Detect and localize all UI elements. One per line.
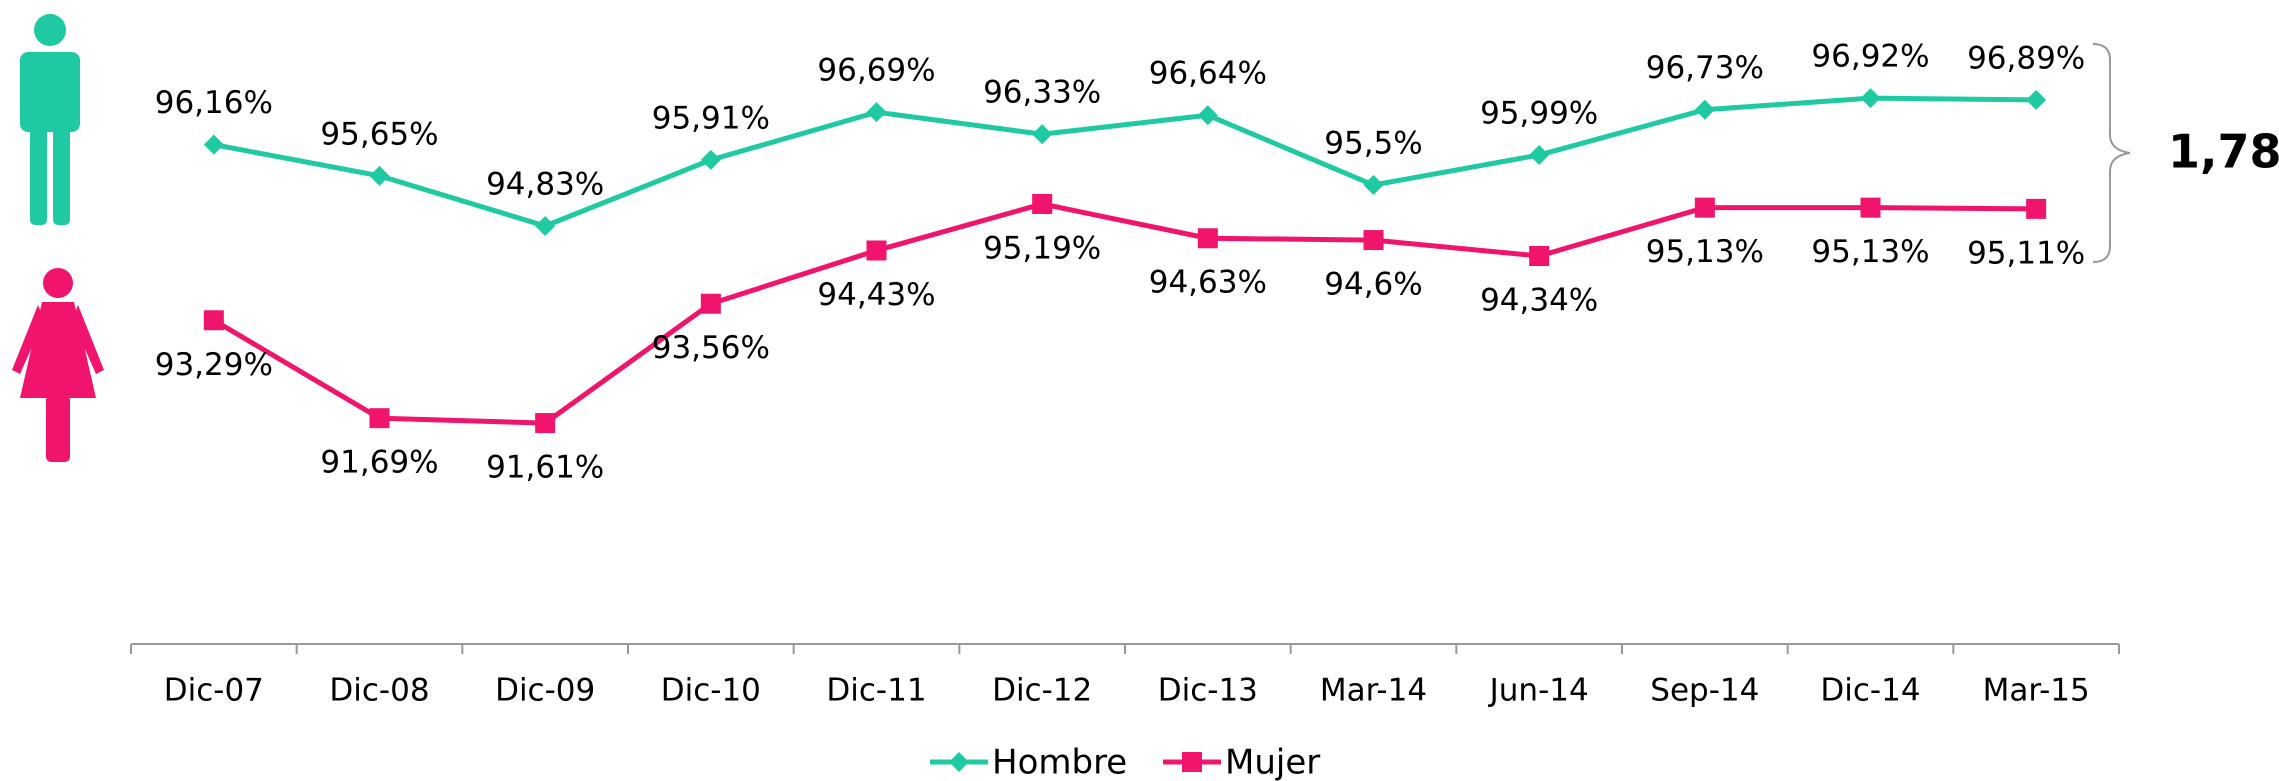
x-tick-label: Dic-09	[495, 673, 595, 709]
data-label: 94,34%	[1480, 282, 1598, 318]
data-point	[203, 310, 224, 331]
data-label: 95,19%	[983, 230, 1101, 266]
x-tick-label: Dic-10	[661, 673, 761, 709]
legend-label: Mujer	[1225, 743, 1320, 781]
data-point	[1032, 124, 1053, 145]
data-point	[369, 408, 390, 429]
data-label: 94,43%	[817, 277, 935, 313]
data-label: 96,92%	[1811, 39, 1929, 75]
annotation: 1,78	[2168, 125, 2279, 179]
data-label: 95,99%	[1480, 96, 1598, 132]
man-icon	[20, 14, 80, 225]
data-point	[1529, 145, 1550, 166]
data-label: 96,16%	[155, 85, 273, 121]
data-label: 95,65%	[320, 116, 438, 152]
data-label: 96,33%	[983, 75, 1101, 111]
data-label: 95,13%	[1646, 234, 1764, 270]
x-tick-label: Dic-12	[992, 673, 1092, 709]
data-label: 91,61%	[486, 450, 604, 486]
data-point	[1694, 197, 1715, 218]
data-point	[700, 149, 721, 170]
data-point	[866, 240, 887, 261]
data-label: 95,13%	[1811, 234, 1929, 270]
data-label: 96,73%	[1646, 50, 1764, 86]
data-label: 96,89%	[1967, 40, 2085, 76]
data-point	[1032, 193, 1053, 214]
data-label: 93,56%	[652, 330, 770, 366]
data-label: 96,64%	[1149, 56, 1267, 92]
legend-label: Hombre	[992, 743, 1127, 781]
data-point	[700, 293, 721, 314]
data-point	[1860, 88, 1881, 109]
woman-icon	[12, 268, 104, 462]
data-point	[1363, 230, 1384, 251]
legend-marker	[1182, 752, 1202, 772]
data-point	[369, 165, 390, 186]
data-point	[1860, 197, 1881, 218]
legend-marker	[949, 752, 969, 772]
data-point	[866, 102, 887, 123]
x-tick-label: Jun-14	[1488, 673, 1589, 709]
data-label: 96,69%	[817, 53, 935, 89]
data-point	[1694, 99, 1715, 120]
data-point	[1197, 228, 1218, 249]
series-line	[213, 95, 2037, 229]
data-point	[1529, 245, 1550, 266]
data-label: 95,5%	[1324, 126, 1422, 162]
x-tick-label: Mar-15	[1983, 673, 2090, 709]
data-point	[2026, 198, 2047, 219]
data-point	[203, 134, 224, 155]
x-tick-label: Dic-14	[1820, 673, 1920, 709]
data-label: 95,91%	[652, 100, 770, 136]
data-point	[2026, 89, 2047, 110]
x-tick-label: Dic-13	[1158, 673, 1258, 709]
data-label: 91,69%	[320, 445, 438, 481]
x-tick-label: Sep-14	[1650, 673, 1759, 709]
series-line	[212, 201, 2037, 426]
x-tick-label: Dic-11	[826, 673, 926, 709]
data-point	[535, 413, 556, 434]
data-point	[535, 216, 556, 237]
data-point	[1363, 175, 1384, 195]
data-label: 94,63%	[1149, 265, 1267, 301]
x-tick-label: Dic-08	[329, 673, 429, 709]
data-label: 94,83%	[486, 167, 604, 203]
brace	[2092, 43, 2131, 263]
data-label: 94,6%	[1324, 267, 1422, 303]
data-label: 95,11%	[1967, 235, 2085, 271]
x-tick-label: Dic-07	[164, 673, 264, 709]
x-tick-label: Mar-14	[1320, 673, 1427, 709]
data-label: 93,29%	[155, 347, 273, 383]
data-point	[1197, 105, 1218, 126]
